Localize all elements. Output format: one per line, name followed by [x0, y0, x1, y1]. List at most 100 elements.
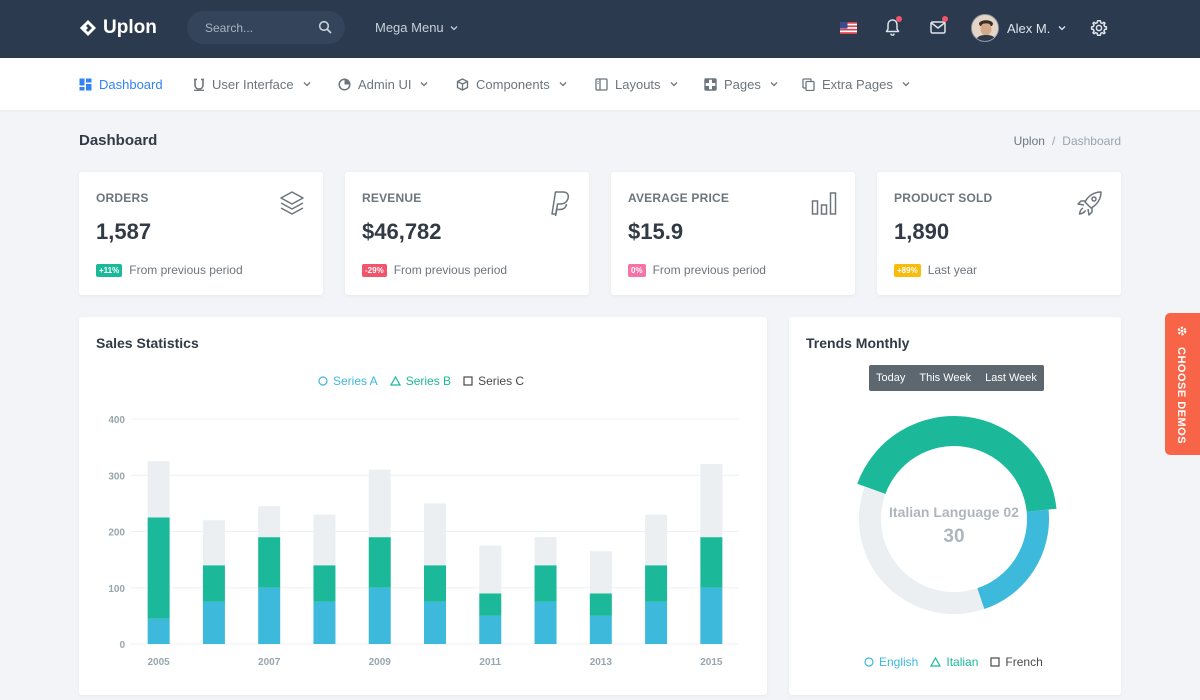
stat-footer: 0% From previous period — [628, 263, 766, 277]
stat-note: From previous period — [393, 263, 508, 277]
bar-segment — [534, 565, 557, 602]
nav-admin-ui-label: Admin UI — [358, 76, 412, 92]
bar-chart-icon — [811, 192, 837, 215]
legend-series-a[interactable]: Series A — [318, 374, 378, 388]
bar-segment — [424, 503, 446, 566]
stat-card-revenue: REVENUE $46,782 -29% From previous perio… — [345, 172, 589, 295]
user-name: Alex M. — [1007, 20, 1051, 36]
bar-segment — [700, 587, 723, 644]
x-tick-label: 2011 — [479, 657, 501, 668]
y-tick-label: 0 — [119, 640, 125, 651]
bar-segment — [202, 565, 225, 602]
legend-label: Italian — [946, 655, 979, 669]
x-tick-label: 2015 — [700, 657, 723, 668]
card-title: Trends Monthly — [806, 335, 910, 351]
chevron-down-icon — [421, 82, 428, 87]
search-box — [187, 11, 345, 44]
gear-icon — [1177, 326, 1187, 336]
nav-pages[interactable]: Pages — [704, 58, 778, 110]
choose-demos-tab[interactable]: CHOOSE DEMOS — [1165, 313, 1200, 455]
donut-center-label: Italian Language 02 — [889, 504, 1019, 520]
donut-center-value: 30 — [943, 526, 964, 547]
legend-label: Series C — [478, 374, 525, 388]
stat-footer: +89% Last year — [894, 263, 977, 277]
chevron-down-icon — [450, 25, 458, 30]
nav-admin-ui[interactable]: Admin UI — [338, 58, 428, 110]
search-input[interactable] — [187, 11, 345, 44]
user-menu[interactable]: Alex M. — [971, 14, 1066, 42]
layers-icon — [280, 191, 304, 215]
stat-label: AVERAGE PRICE — [628, 191, 730, 205]
circle-marker-icon — [318, 376, 328, 386]
legend-label: Series B — [405, 374, 452, 388]
legend-label: English — [879, 655, 919, 669]
stat-label: PRODUCT SOLD — [894, 191, 993, 205]
us-flag-icon[interactable] — [840, 22, 857, 34]
square-marker-icon — [990, 657, 1000, 667]
stat-card-orders: ORDERS 1,587 +11% From previous period — [79, 172, 323, 295]
stat-badge: -29% — [362, 263, 387, 277]
messages-button[interactable] — [929, 16, 948, 41]
y-tick-label: 200 — [108, 528, 125, 539]
stat-card-product-sold: PRODUCT SOLD 1,890 +89% Last year — [877, 172, 1121, 295]
legend-french[interactable]: French — [990, 655, 1043, 669]
paypal-icon — [551, 191, 570, 217]
mega-menu-label: Mega Menu — [375, 20, 444, 35]
chevron-down-icon — [559, 82, 567, 87]
nav-layouts-label: Layouts — [615, 76, 661, 92]
bar-segment — [258, 537, 281, 588]
breadcrumb-home[interactable]: Uplon — [1013, 134, 1045, 148]
donut-legend: English Italian French — [864, 655, 1043, 669]
nav-extra-pages[interactable]: Extra Pages — [802, 58, 910, 110]
tab-this-week[interactable]: This Week — [919, 372, 972, 384]
legend-italian[interactable]: Italian — [930, 655, 978, 669]
x-tick-label: 2007 — [258, 657, 281, 668]
tab-today[interactable]: Today — [876, 372, 906, 384]
stat-note: From previous period — [129, 263, 243, 277]
y-tick-label: 300 — [108, 471, 125, 482]
chevron-down-icon — [902, 82, 910, 87]
triangle-marker-icon — [389, 376, 401, 386]
nav-layouts[interactable]: Layouts — [595, 58, 678, 110]
trends-donut-chart: Italian Language 02 30 — [857, 416, 1057, 614]
x-tick-label: 2013 — [590, 657, 613, 668]
stat-label: ORDERS — [96, 191, 149, 205]
bar-segment — [147, 517, 170, 619]
nav-pages-label: Pages — [724, 76, 761, 92]
donut-slice — [857, 416, 1057, 513]
x-tick-label: 2005 — [148, 657, 171, 668]
bar-segment — [534, 601, 557, 644]
avatar — [971, 14, 999, 42]
chevron-down-icon — [770, 82, 778, 87]
legend-series-b[interactable]: Series B — [389, 374, 452, 388]
x-tick-label: 2009 — [369, 657, 392, 668]
tab-last-week[interactable]: Last Week — [985, 372, 1037, 384]
nav-components[interactable]: Components — [456, 58, 567, 110]
stat-badge: 0% — [628, 263, 646, 277]
bar-segment — [479, 593, 502, 616]
circle-marker-icon — [864, 657, 874, 667]
layout-icon — [595, 77, 608, 91]
top-bar: Uplon Mega Menu — [0, 0, 1200, 58]
legend-english[interactable]: English — [864, 655, 918, 669]
notifications-button[interactable] — [884, 16, 902, 42]
breadcrumb: Uplon / Dashboard — [1014, 134, 1121, 148]
nav-user-interface[interactable]: User Interface — [193, 58, 311, 110]
brand-logo[interactable]: Uplon — [79, 17, 157, 39]
square-marker-icon — [463, 376, 473, 386]
settings-button[interactable] — [1090, 19, 1108, 42]
legend-series-c[interactable]: Series C — [463, 374, 524, 388]
search-icon[interactable] — [318, 20, 332, 34]
copy-icon — [802, 77, 815, 91]
nav-dashboard[interactable]: Dashboard — [79, 58, 163, 110]
chart-legend: Series A Series B Series C — [318, 374, 524, 388]
bar-segment — [368, 469, 391, 538]
bar-segment — [479, 545, 502, 594]
y-tick-label: 100 — [108, 584, 125, 595]
legend-label: Series A — [333, 374, 378, 388]
chevron-down-icon — [670, 82, 678, 87]
bar-segment — [424, 565, 446, 602]
mega-menu[interactable]: Mega Menu — [375, 20, 458, 35]
rocket-icon — [1077, 191, 1102, 216]
donut-slice — [859, 486, 985, 614]
